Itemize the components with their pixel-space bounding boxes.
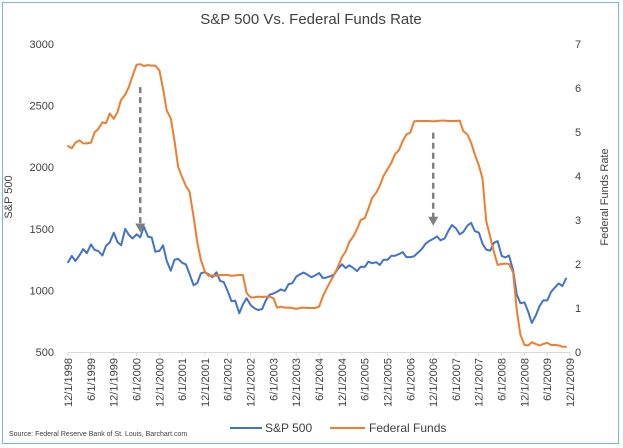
dashed-arrow-head [428,216,439,226]
x-tick-label: 12/1/1998 [63,358,75,407]
x-tick-label: 6/1/2002 [223,358,235,401]
right-axis-ticks: 0 1 2 3 4 5 6 7 [575,39,581,359]
left-axis-ticks: 500 1000 1500 2000 2500 3000 [30,39,54,359]
x-tick-label: 12/1/2002 [246,358,258,407]
right-tick-label: 7 [575,39,581,51]
x-tick-label: 6/1/2005 [360,358,372,401]
annotation-layer [135,87,439,233]
left-tick-label: 1000 [30,285,54,297]
source-note: Source: Federal Reserve Bank of St. Loui… [9,431,187,438]
x-tick-label: 12/1/2004 [337,358,349,407]
right-axis-label: Federal Funds Rate [599,148,611,245]
legend: S&P 500 Federal Funds [230,421,446,435]
dashed-arrow-head [135,223,146,233]
x-tick-label: 12/1/2007 [474,358,486,407]
x-tick-label: 12/1/1999 [109,358,121,407]
left-tick-label: 500 [36,347,54,359]
x-tick-label: 6/1/2003 [268,358,280,401]
x-tick-label: 6/1/2001 [177,358,189,401]
chart-title: S&P 500 Vs. Federal Funds Rate [200,11,422,28]
series-layer [67,63,567,348]
x-tick-label: 6/1/2007 [451,358,463,401]
x-tick-label: 6/1/2009 [542,358,554,401]
left-tick-label: 2000 [30,162,54,174]
chart-frame [2,2,619,444]
right-tick-label: 3 [575,215,581,227]
legend-label-fed-funds: Federal Funds [369,421,446,435]
x-tick-label: 6/1/2006 [405,358,417,401]
right-tick-label: 2 [575,259,581,271]
x-tick-label: 6/1/2000 [131,358,143,401]
x-tick-label: 12/1/2006 [428,358,440,407]
legend-label-sp500: S&P 500 [265,421,312,435]
left-tick-label: 1500 [30,224,54,236]
x-tick-label: 6/1/2008 [497,358,509,401]
left-tick-label: 2500 [30,101,54,113]
left-axis-label: S&P 500 [3,175,15,218]
x-tick-label: 6/1/2004 [314,358,326,401]
x-tick-label: 12/1/2001 [200,358,212,407]
x-tick-label: 12/1/2009 [565,358,577,407]
left-tick-label: 3000 [30,39,54,51]
right-tick-label: 5 [575,127,581,139]
right-tick-label: 0 [575,347,581,359]
right-tick-label: 6 [575,83,581,95]
sp500-line [67,221,567,324]
x-tick-label: 6/1/1999 [86,358,98,401]
x-tick-label: 12/1/2005 [382,358,394,407]
right-tick-label: 4 [575,171,581,183]
x-axis-ticks: 12/1/1998 6/1/1999 12/1/1999 6/1/2000 12/1/2… [63,352,577,407]
fed-funds-line [67,63,567,348]
x-tick-label: 12/1/2000 [154,358,166,407]
x-tick-label: 12/1/2003 [291,358,303,407]
x-tick-label: 12/1/2008 [519,358,531,407]
right-tick-label: 1 [575,303,581,315]
